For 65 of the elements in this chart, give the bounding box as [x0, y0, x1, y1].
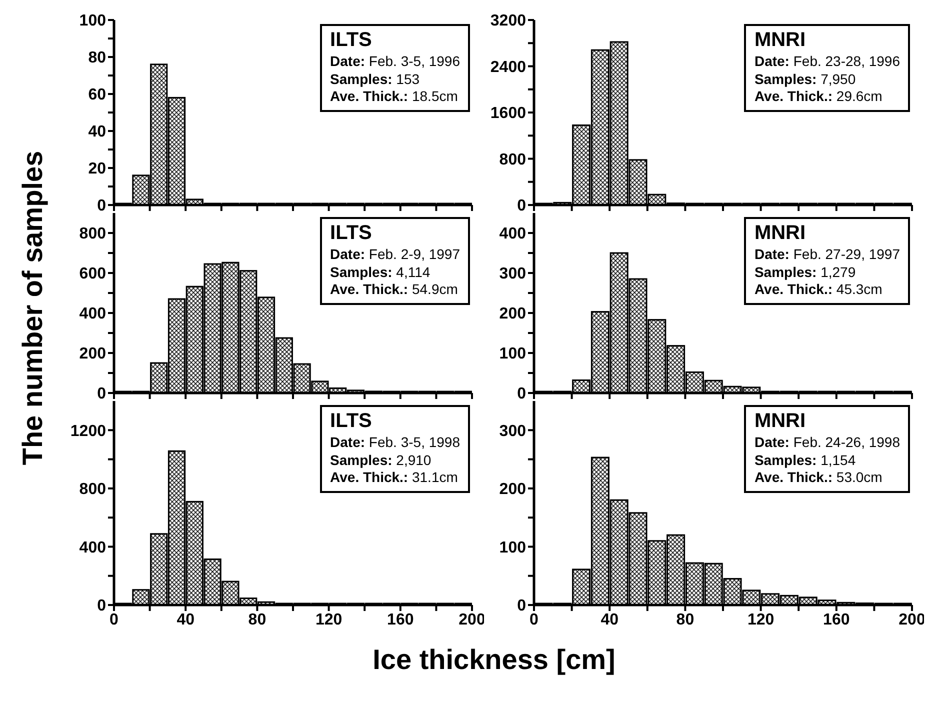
- x-tick-label: 0: [110, 611, 119, 628]
- y-tick-label: 300: [499, 266, 526, 283]
- annotation: Ave. Thick.: 29.6cm: [754, 88, 884, 106]
- y-tick-label: 80: [88, 50, 106, 67]
- y-tick-label: 3200: [490, 12, 526, 30]
- annotation: Date: Feb. 3-5, 1996: [330, 53, 460, 70]
- y-tick-label: 0: [97, 598, 106, 615]
- annotation: Ave. Thick.: 18.5cm: [330, 88, 459, 106]
- x-tick-label: 120: [315, 611, 342, 628]
- annotation: Samples: 1,154: [754, 452, 857, 469]
- x-tick-label: 80: [248, 611, 266, 628]
- y-tick-label: 1200: [70, 422, 106, 440]
- x-tick-label: 80: [676, 611, 694, 628]
- y-tick-label: 800: [79, 226, 106, 243]
- annotation: Samples: 1,279: [754, 264, 857, 281]
- y-tick-label: 400: [499, 226, 526, 243]
- y-tick-label: 400: [79, 306, 106, 323]
- x-tick-label: 40: [600, 611, 619, 628]
- y-tick-label: 60: [88, 86, 106, 104]
- y-tick-label: 100: [499, 539, 526, 556]
- y-tick-label: 100: [79, 12, 106, 30]
- x-tick-label: 40: [176, 611, 195, 628]
- annotation: ILTS: [330, 409, 373, 434]
- y-tick-label: 20: [88, 160, 106, 178]
- y-tick-label: 100: [499, 346, 526, 363]
- annotation: ILTS: [330, 28, 373, 53]
- y-tick-label: 400: [79, 539, 106, 556]
- annotation: Date: Feb. 2-9, 1997: [330, 246, 460, 264]
- x-tick-label: 160: [387, 611, 414, 628]
- y-axis-title: The number of samples: [17, 150, 49, 466]
- y-tick-label: 800: [499, 151, 526, 168]
- y-tick-label: 0: [97, 386, 106, 403]
- annotation: Samples: 2,910: [330, 452, 432, 469]
- y-tick-label: 200: [79, 346, 106, 363]
- y-tick-label: 0: [517, 598, 526, 615]
- annotation: Samples: 4,114: [330, 264, 432, 281]
- annotation: Samples: 7,950: [754, 70, 857, 88]
- y-tick-label: 40: [88, 124, 106, 141]
- y-tick-label: 1600: [490, 105, 526, 122]
- x-axis-title: Ice thickness [cm]: [372, 644, 616, 676]
- y-tick-label: 200: [499, 306, 526, 323]
- y-tick-label: 300: [499, 422, 526, 440]
- y-tick-label: 200: [499, 481, 526, 498]
- annotation: MNRI: [754, 221, 807, 246]
- annotation: MNRI: [754, 409, 807, 434]
- annotation: ILTS: [330, 221, 373, 246]
- annotation: Date: Feb. 27-29, 1997: [754, 246, 900, 264]
- y-tick-label: 800: [79, 481, 106, 498]
- y-tick-label: 2400: [490, 58, 526, 76]
- annotation: Ave. Thick.: 45.3cm: [754, 281, 884, 298]
- x-tick-label: 0: [530, 611, 539, 628]
- annotation: Ave. Thick.: 54.9cm: [330, 281, 459, 298]
- annotation: Date: Feb. 24-26, 1998: [754, 434, 900, 452]
- annotation: Samples: 153: [330, 70, 421, 88]
- annotation: Ave. Thick.: 53.0cm: [754, 469, 884, 486]
- x-tick-label: 160: [823, 611, 850, 628]
- y-tick-label: 0: [517, 198, 526, 215]
- y-tick-label: 0: [97, 198, 106, 215]
- y-tick-label: 600: [79, 266, 106, 283]
- annotation: Ave. Thick.: 31.1cm: [330, 469, 459, 486]
- annotation: Date: Feb. 3-5, 1998: [330, 434, 460, 452]
- annotation: Date: Feb. 23-28, 1996: [754, 53, 900, 70]
- y-tick-label: 0: [517, 386, 526, 403]
- x-tick-label: 120: [747, 611, 774, 628]
- annotation: MNRI: [754, 28, 807, 53]
